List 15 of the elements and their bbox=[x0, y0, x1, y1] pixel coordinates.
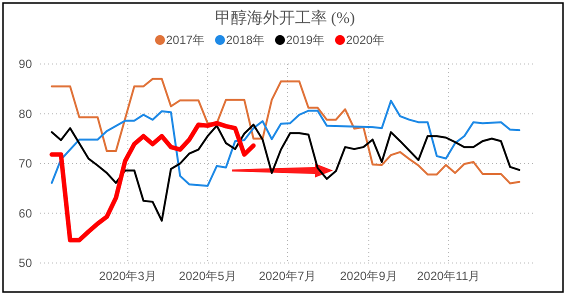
x-tick-label: 2020年11月 bbox=[416, 269, 480, 283]
x-tick-label: 2020年3月 bbox=[99, 269, 156, 283]
x-tick-label: 2020年7月 bbox=[258, 269, 316, 283]
legend-label: 2018年 bbox=[226, 33, 265, 47]
legend-label: 2020年 bbox=[346, 33, 385, 47]
x-tick-label: 2020年5月 bbox=[178, 269, 236, 283]
chart-title: 甲醇海外开工率 (%) bbox=[215, 9, 355, 27]
y-tick-label: 50 bbox=[18, 256, 32, 270]
y-tick-label: 80 bbox=[18, 106, 32, 121]
legend-label: 2017年 bbox=[166, 33, 205, 47]
x-tick-label: 2020年9月 bbox=[340, 269, 398, 283]
y-tick-label: 70 bbox=[18, 156, 32, 170]
y-tick-label: 90 bbox=[18, 57, 32, 71]
legend-label: 2019年 bbox=[286, 33, 325, 47]
y-tick-label: 60 bbox=[18, 206, 32, 220]
